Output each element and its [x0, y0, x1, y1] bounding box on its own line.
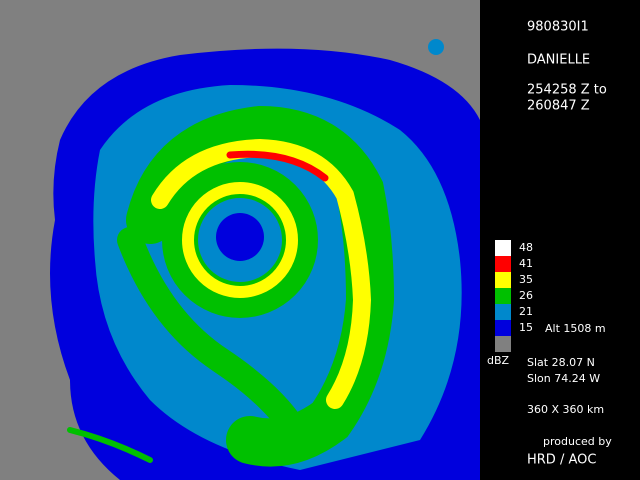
time-end: 260847 Z [527, 99, 590, 114]
legend-label: 15 [519, 321, 533, 334]
time-start: 254258 Z to [527, 83, 607, 98]
legend-swatch [495, 336, 511, 352]
legend-label: 48 [519, 241, 533, 254]
legend: 48 41 35 26 21 15 [495, 240, 533, 352]
legend-swatch [495, 240, 511, 256]
legend-swatch [495, 304, 511, 320]
legend-swatch [495, 288, 511, 304]
slat: Slat 28.07 N [527, 356, 595, 369]
storm-name: DANIELLE [527, 53, 590, 68]
radar-image [0, 0, 480, 480]
legend-swatch [495, 272, 511, 288]
legend-swatch [495, 256, 511, 272]
flight-id: 980830I1 [527, 20, 589, 35]
extent: 360 X 360 km [527, 403, 604, 416]
legend-label: 21 [519, 305, 533, 318]
credit: produced by [543, 435, 612, 448]
legend-label: 35 [519, 273, 533, 286]
legend-swatch [495, 320, 511, 336]
altitude: Alt 1508 m [545, 322, 606, 335]
unit: dBZ [487, 354, 510, 367]
legend-label: 26 [519, 289, 533, 302]
credit: HRD / AOC [527, 453, 596, 468]
legend-label: 41 [519, 257, 533, 270]
slon: Slon 74.24 W [527, 372, 600, 385]
